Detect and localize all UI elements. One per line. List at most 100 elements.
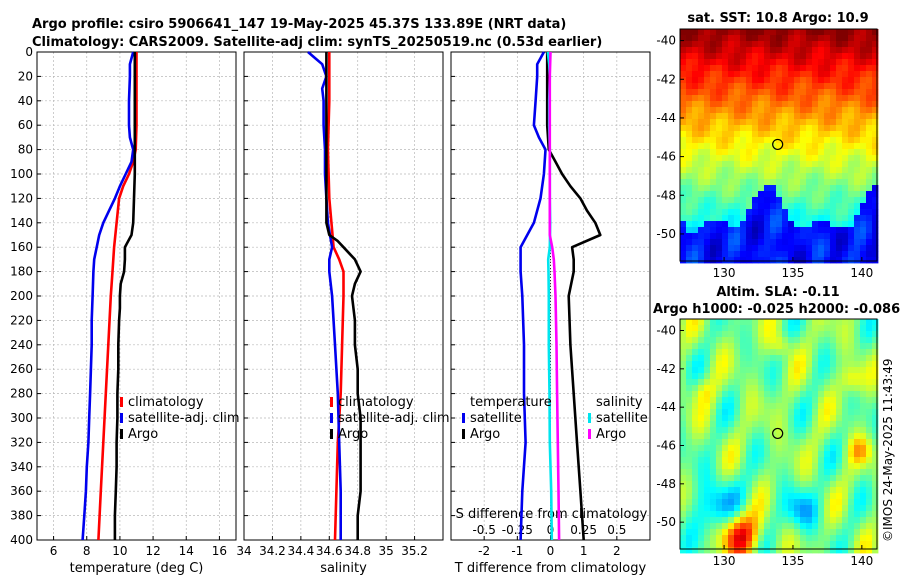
map-cell <box>848 469 855 476</box>
map-cell <box>824 523 831 530</box>
map-cell <box>734 227 741 234</box>
map-cell <box>716 517 723 524</box>
map-cell <box>752 481 759 488</box>
map-cell <box>728 517 735 524</box>
map-cell <box>722 143 729 150</box>
map-cell <box>734 167 741 174</box>
map-cell <box>722 451 729 458</box>
map-cell <box>866 337 873 344</box>
map-cell <box>734 355 741 362</box>
map-cell <box>722 505 729 512</box>
map-cell <box>698 65 705 72</box>
map-cell <box>770 197 777 204</box>
map-cell <box>842 373 849 380</box>
map-cell <box>800 257 807 264</box>
map-cell <box>854 167 861 174</box>
map-cell <box>746 29 753 36</box>
map-cell <box>866 77 873 84</box>
map-cell <box>758 29 765 36</box>
map-cell <box>776 101 783 108</box>
map-cell <box>698 349 705 356</box>
map-cell <box>812 409 819 416</box>
map-cell <box>710 499 717 506</box>
map-cell <box>758 167 765 174</box>
map-cell <box>854 71 861 78</box>
sla-map-lon-label: 130 <box>713 554 736 568</box>
map-cell <box>734 349 741 356</box>
map-cell <box>728 155 735 162</box>
map-cell <box>728 233 735 240</box>
map-cell <box>704 131 711 138</box>
legend-swatch-s-argo <box>588 429 591 439</box>
map-cell <box>794 469 801 476</box>
map-cell <box>722 65 729 72</box>
map-cell <box>722 227 729 234</box>
map-cell <box>848 487 855 494</box>
map-cell <box>758 125 765 132</box>
map-cell <box>794 95 801 102</box>
map-cell <box>860 343 867 350</box>
x-tick-label: 34.8 <box>344 544 371 558</box>
map-cell <box>746 209 753 216</box>
map-cell <box>812 119 819 126</box>
map-cell <box>776 421 783 428</box>
map-cell <box>860 433 867 440</box>
map-cell <box>800 331 807 338</box>
map-cell <box>722 361 729 368</box>
map-cell <box>704 451 711 458</box>
map-cell <box>710 149 717 156</box>
map-cell <box>848 403 855 410</box>
map-cell <box>734 451 741 458</box>
map-cell <box>866 227 873 234</box>
map-cell <box>866 511 873 518</box>
map-cell <box>734 131 741 138</box>
map-cell <box>848 481 855 488</box>
map-cell <box>860 421 867 428</box>
map-cell <box>722 523 729 530</box>
map-cell <box>770 221 777 228</box>
map-cell <box>692 149 699 156</box>
x-tick-label: -1 <box>511 544 523 558</box>
map-cell <box>836 361 843 368</box>
map-cell <box>716 421 723 428</box>
map-cell <box>752 107 759 114</box>
map-cell <box>680 463 687 470</box>
map-cell <box>776 71 783 78</box>
map-cell <box>818 245 825 252</box>
map-cell <box>686 179 693 186</box>
map-cell <box>728 173 735 180</box>
map-cell <box>848 331 855 338</box>
map-cell <box>734 173 741 180</box>
map-cell <box>722 415 729 422</box>
map-cell <box>788 71 795 78</box>
map-cell <box>818 65 825 72</box>
map-cell <box>704 107 711 114</box>
map-cell <box>788 137 795 144</box>
map-cell <box>722 457 729 464</box>
map-cell <box>686 71 693 78</box>
map-cell <box>692 373 699 380</box>
map-cell <box>854 409 861 416</box>
map-cell <box>746 439 753 446</box>
map-cell <box>866 113 873 120</box>
map-cell <box>860 331 867 338</box>
map-cell <box>800 215 807 222</box>
map-cell <box>692 493 699 500</box>
map-cell <box>704 379 711 386</box>
sla-map-title-line1: Altim. SLA: -0.11 <box>716 285 839 300</box>
map-cell <box>854 499 861 506</box>
map-cell <box>740 433 747 440</box>
map-cell <box>860 457 867 464</box>
map-cell <box>830 137 837 144</box>
map-cell <box>704 101 711 108</box>
map-cell <box>800 203 807 210</box>
map-cell <box>848 233 855 240</box>
map-cell <box>806 517 813 524</box>
map-cell <box>752 95 759 102</box>
map-cell <box>866 409 873 416</box>
map-cell <box>764 197 771 204</box>
map-cell <box>740 95 747 102</box>
map-cell <box>740 167 747 174</box>
map-cell <box>770 35 777 42</box>
map-cell <box>836 203 843 210</box>
